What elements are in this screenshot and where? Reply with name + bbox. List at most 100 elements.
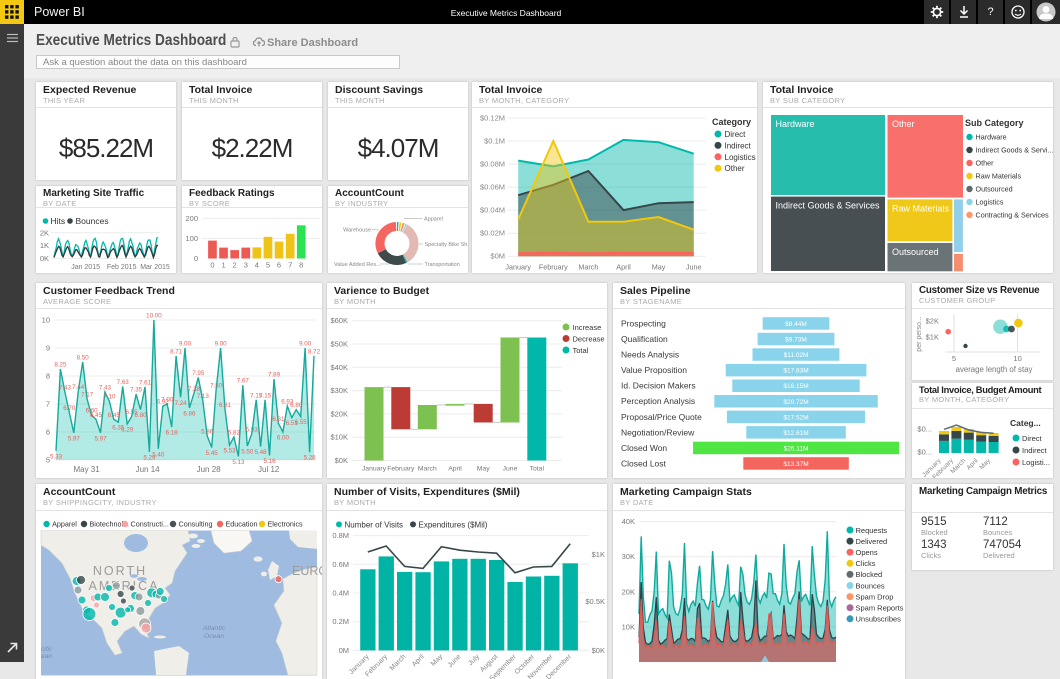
svg-text:January: January	[362, 466, 387, 473]
svg-text:Expenditures ($Mil): Expenditures ($Mil)	[419, 520, 488, 529]
svg-text:7.44: 7.44	[72, 384, 85, 391]
svg-text:Outsourced: Outsourced	[892, 247, 939, 257]
svg-text:10.00: 10.00	[146, 313, 162, 320]
svg-text:$9.73M: $9.73M	[785, 337, 807, 344]
svg-text:9515: 9515	[921, 516, 947, 528]
svg-text:7.17: 7.17	[81, 392, 94, 399]
svg-text:9: 9	[46, 344, 50, 353]
svg-text:Sub Category: Sub Category	[965, 118, 1024, 128]
svg-text:Contracting & Services: Contracting & Services	[976, 211, 1050, 220]
svg-text:7.15: 7.15	[250, 392, 263, 399]
svg-text:6.55: 6.55	[126, 409, 139, 416]
svg-text:$16.15M: $16.15M	[783, 383, 808, 390]
svg-text:6.45: 6.45	[108, 412, 121, 419]
svg-text:$20.72M: $20.72M	[783, 399, 808, 406]
svg-text:6: 6	[46, 428, 50, 437]
svg-text:7.00: 7.00	[161, 397, 174, 404]
svg-text:9.00: 9.00	[179, 341, 192, 348]
svg-text:per perso...: per perso...	[916, 316, 923, 351]
svg-text:$17.52M: $17.52M	[783, 414, 808, 421]
svg-text:7: 7	[46, 400, 50, 409]
svg-text:$0...: $0...	[917, 425, 932, 434]
svg-text:7.67: 7.67	[237, 378, 250, 385]
svg-text:Value Proposition: Value Proposition	[621, 365, 687, 375]
svg-text:7.43: 7.43	[59, 385, 72, 392]
svg-text:0: 0	[210, 261, 214, 270]
svg-text:5.28: 5.28	[304, 455, 317, 462]
svg-text:$0.1M: $0.1M	[484, 137, 505, 146]
svg-text:Total: Total	[573, 346, 589, 355]
svg-text:Clicks: Clicks	[856, 559, 876, 568]
svg-text:$4.07M: $4.07M	[358, 133, 439, 163]
svg-text:5.13: 5.13	[232, 459, 245, 466]
svg-text:March: March	[578, 263, 598, 272]
svg-text:Requests: Requests	[856, 526, 888, 535]
svg-text:Qualification: Qualification	[621, 334, 668, 344]
svg-text:7.61: 7.61	[139, 379, 152, 386]
svg-text:5.82: 5.82	[228, 430, 241, 437]
svg-text:Categ...: Categ...	[1010, 418, 1041, 428]
svg-text:2: 2	[233, 261, 237, 270]
svg-text:6.80: 6.80	[134, 412, 147, 419]
svg-text:7.95: 7.95	[192, 370, 205, 377]
svg-text:Spam Drop: Spam Drop	[856, 592, 894, 601]
svg-text:$50K: $50K	[330, 340, 348, 349]
svg-text:Jun 14: Jun 14	[136, 465, 161, 474]
svg-text:0.8M: 0.8M	[332, 531, 349, 540]
svg-text:Raw Materials: Raw Materials	[892, 203, 950, 213]
svg-text:$85.22M: $85.22M	[59, 133, 153, 163]
svg-text:Category: Category	[712, 117, 751, 127]
svg-text:8.71: 8.71	[170, 349, 183, 356]
svg-text:9.00: 9.00	[299, 341, 312, 348]
svg-text:Opens: Opens	[856, 548, 878, 557]
svg-text:Indirect: Indirect	[1022, 446, 1048, 455]
svg-text:Outsourced: Outsourced	[976, 185, 1013, 194]
svg-text:Blocked: Blocked	[856, 570, 883, 579]
svg-text:Ocean: Ocean	[204, 633, 224, 640]
svg-text:5.48: 5.48	[255, 449, 268, 456]
svg-text:9.00: 9.00	[215, 341, 228, 348]
svg-text:7.43: 7.43	[99, 385, 112, 392]
svg-text:Prospecting: Prospecting	[621, 319, 666, 329]
svg-text:5.97: 5.97	[68, 435, 81, 442]
svg-text:6.35: 6.35	[112, 425, 125, 432]
svg-text:Negotiation/Review: Negotiation/Review	[621, 427, 695, 437]
svg-text:7.63: 7.63	[117, 379, 130, 386]
svg-text:6.86: 6.86	[183, 410, 196, 417]
svg-text:NORTH: NORTH	[93, 564, 147, 578]
svg-text:5.86: 5.86	[201, 428, 214, 435]
svg-text:7.24: 7.24	[175, 400, 188, 407]
svg-text:7.15: 7.15	[259, 392, 272, 399]
svg-text:Constructi...: Constructi...	[131, 520, 169, 529]
svg-text:5.40: 5.40	[152, 451, 165, 458]
svg-text:Jul 12: Jul 12	[258, 465, 280, 474]
svg-text:June: June	[447, 653, 463, 669]
svg-text:Atlantic: Atlantic	[202, 625, 226, 632]
svg-text:April: April	[448, 466, 462, 473]
svg-text:0.2M: 0.2M	[332, 617, 349, 626]
svg-text:6.60: 6.60	[86, 408, 99, 415]
svg-text:0K: 0K	[40, 254, 49, 263]
svg-text:March: March	[389, 653, 408, 672]
svg-text:$2.22M: $2.22M	[212, 133, 293, 163]
svg-text:6.29: 6.29	[121, 426, 134, 433]
svg-text:April: April	[411, 653, 426, 668]
svg-text:April: April	[965, 457, 980, 472]
svg-text:5.16: 5.16	[263, 458, 276, 465]
svg-text:May: May	[430, 653, 445, 668]
svg-text:$0.12M: $0.12M	[480, 114, 505, 123]
svg-text:$1K: $1K	[592, 550, 605, 559]
svg-text:6.70: 6.70	[63, 405, 76, 412]
svg-text:Delivered: Delivered	[983, 551, 1015, 560]
svg-text:6.00: 6.00	[277, 435, 290, 442]
svg-text:5.53: 5.53	[223, 448, 236, 455]
svg-text:5.93: 5.93	[246, 427, 259, 434]
svg-text:20K: 20K	[622, 587, 635, 596]
svg-text:Jan 2015: Jan 2015	[71, 264, 100, 271]
svg-text:Id. Decision Makers: Id. Decision Makers	[621, 381, 696, 391]
svg-text:1343: 1343	[921, 539, 947, 551]
svg-text:Decrease: Decrease	[573, 335, 605, 344]
svg-text:0M: 0M	[339, 646, 349, 655]
svg-text:7.38: 7.38	[188, 386, 201, 393]
svg-text:$8.44M: $8.44M	[785, 321, 807, 328]
